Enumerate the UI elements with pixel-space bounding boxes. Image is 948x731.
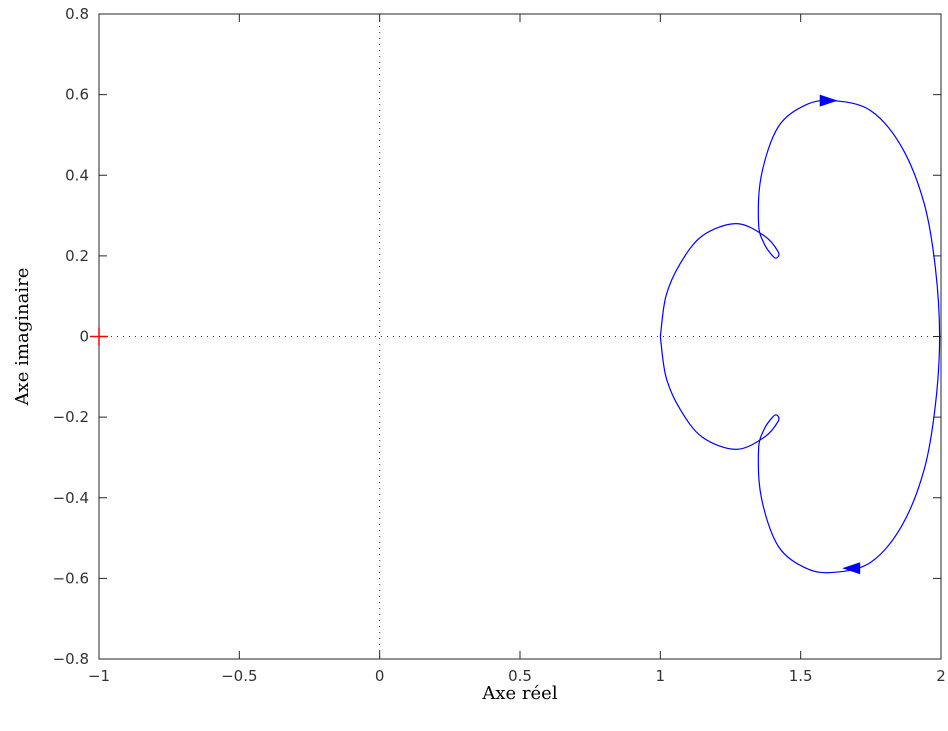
- y-tick-label: 0: [79, 328, 89, 346]
- reference-lines: [99, 14, 941, 659]
- x-tick-label: −1: [88, 667, 110, 685]
- y-tick-label: 0.8: [65, 5, 89, 23]
- x-tick-label: 1: [656, 667, 666, 685]
- x-axis-title: Axe réel: [481, 683, 557, 704]
- y-tick-label: 0.4: [65, 166, 89, 184]
- tick-layer: −1 −0.5 0 0.5 1 1.5 2 −0.8 −0.6 −0.4 −0.2 0 0.2 0.4 0.…: [53, 5, 946, 685]
- y-axis-title: Axe imaginaire: [12, 268, 33, 407]
- y-tick-label: −0.6: [53, 569, 89, 587]
- y-tick-label: −0.8: [53, 650, 89, 668]
- y-tick-label: −0.4: [53, 489, 89, 507]
- y-tick-label: 0.2: [65, 247, 89, 265]
- x-tick-label: 1.5: [789, 667, 813, 685]
- direction-arrow-upper: [819, 94, 838, 107]
- y-tick-label: 0.6: [65, 86, 89, 104]
- x-tick-label: −0.5: [221, 667, 257, 685]
- marker-layer: [90, 327, 108, 346]
- direction-arrow-lower: [842, 562, 861, 575]
- x-tick-label: 0.5: [508, 667, 532, 685]
- y-tick-label: −0.2: [53, 408, 89, 426]
- x-tick-label: 2: [936, 667, 946, 685]
- x-tick-label: 0: [375, 667, 385, 685]
